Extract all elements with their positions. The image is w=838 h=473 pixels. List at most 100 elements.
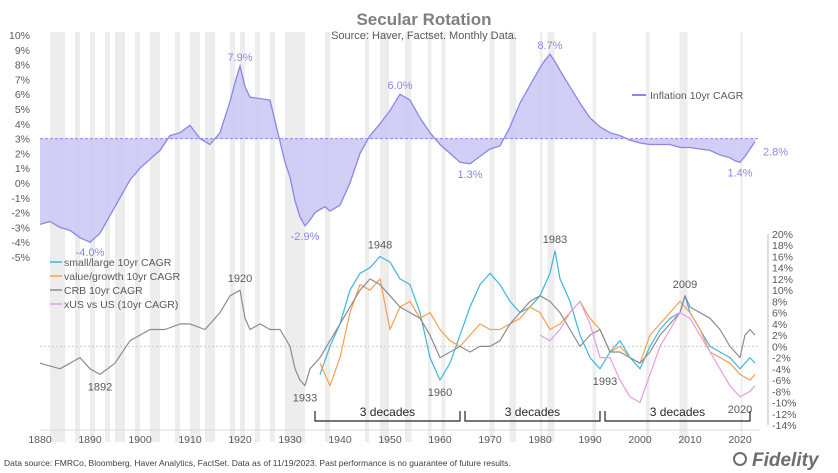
top-y-tick-label: 0% — [15, 178, 30, 190]
recession-band — [190, 32, 200, 442]
recession-band — [230, 32, 235, 442]
recession-band — [255, 32, 260, 442]
inflation-annotation: -2.9% — [291, 231, 320, 243]
series-line-crb-10yr-cagr — [39, 278, 756, 387]
top-y-tick-label: 4% — [15, 119, 30, 131]
fidelity-icon — [733, 452, 747, 466]
recession-band — [646, 32, 650, 442]
legend-label-value-growth: value/growth 10yr CAGR — [64, 271, 181, 283]
recession-band — [547, 32, 555, 442]
year-annotation: 2009 — [673, 279, 697, 291]
recession-band — [270, 32, 275, 442]
bottom-y-tick-label: -6% — [772, 375, 791, 387]
bottom-y-tick-label: -2% — [772, 353, 791, 365]
x-tick-label: 1950 — [378, 434, 402, 446]
x-tick-label: 1900 — [128, 434, 152, 446]
recession-band — [540, 32, 543, 442]
inflation-panel: 7.9% -4.0% -2.9% 6.0% 1.3% 8.7% 1.4% 2.8% — [39, 40, 788, 259]
chart-subtitle: Source: Haver, Factset. Monthly Data. — [331, 30, 517, 42]
inflation-legend: Inflation 10yr CAGR — [632, 90, 744, 102]
recession-band — [405, 32, 412, 442]
x-tick-label: 1890 — [78, 434, 102, 446]
bottom-y-tick-label: -4% — [772, 364, 791, 376]
inflation-annotation: 6.0% — [387, 80, 412, 92]
decade-bracket — [464, 411, 601, 422]
x-tick-label: 1970 — [478, 434, 502, 446]
series-line-small-large-10yr-cagr — [319, 250, 756, 381]
year-annotation: 1948 — [368, 239, 392, 251]
brand-wordmark: Fidelity — [752, 450, 820, 471]
recession-band — [105, 32, 110, 442]
inflation-annotation: -4.0% — [76, 247, 105, 259]
year-annotation: 1993 — [593, 376, 617, 388]
bottom-y-tick-label: 10% — [772, 285, 793, 297]
inflation-line — [39, 53, 756, 243]
x-tick-label: 2020 — [728, 434, 752, 446]
year-annotation: 1933 — [293, 393, 317, 405]
top-y-tick-label: 5% — [15, 104, 30, 116]
top-y-tick-label: 7% — [15, 74, 30, 86]
decade-bracket — [314, 411, 461, 422]
top-y-tick-label: -3% — [11, 222, 30, 234]
bottom-y-axis: 20%18%16%14%12%10%8%6%4%2%0%-2%-4%-6%-8%… — [40, 229, 797, 432]
top-y-tick-label: 6% — [15, 89, 30, 101]
top-y-tick-label: -1% — [11, 193, 30, 205]
decade-bracket — [604, 411, 751, 422]
year-annotation: 1892 — [88, 381, 112, 393]
top-y-tick-label: 10% — [9, 30, 30, 42]
recession-band — [740, 32, 743, 442]
bottom-y-tick-label: 4% — [772, 319, 787, 331]
recession-band — [75, 32, 80, 442]
recession-band — [50, 32, 65, 442]
bottom-y-tick-label: -8% — [772, 386, 791, 398]
inflation-annotation: 1.4% — [727, 167, 752, 179]
recession-band — [428, 32, 432, 442]
top-y-tick-label: 2% — [15, 148, 30, 160]
recession-band — [325, 32, 330, 442]
x-tick-label: 1880 — [28, 434, 52, 446]
year-annotation: 1920 — [228, 273, 252, 285]
recession-band — [441, 32, 446, 442]
bottom-y-tick-label: -10% — [772, 398, 797, 410]
legend-label-small-large: small/large 10yr CAGR — [64, 257, 172, 269]
inflation-annotation: 8.7% — [537, 40, 562, 52]
footer-note: Data source: FMRCo, Bloomberg, Haver Ana… — [4, 458, 511, 468]
x-axis: 1880 1890 1900 1910 1920 1930 1940 1950 1960 1970… — [28, 429, 760, 446]
top-y-tick-label: -2% — [11, 208, 30, 220]
series-line-xus-vs-us-10yr-cagr — [539, 300, 756, 404]
recession-band — [380, 32, 389, 442]
inflation-annotation: 1.3% — [457, 169, 482, 181]
bottom-y-tick-label: 12% — [772, 274, 793, 286]
x-tick-label: 1910 — [178, 434, 202, 446]
rotation-panel: 1892 1920 1933 1948 1960 1983 1993 2009 2020 — [39, 234, 756, 416]
bottom-y-tick-label: 18% — [772, 240, 793, 252]
recession-band — [679, 32, 688, 442]
decade-label: 3 decades — [650, 405, 705, 419]
bottom-y-tick-label: 14% — [772, 263, 793, 275]
x-tick-label: 1960 — [428, 434, 452, 446]
bottom-y-tick-label: 16% — [772, 251, 793, 263]
x-tick-label: 1940 — [328, 434, 352, 446]
inflation-annotation: 7.9% — [227, 52, 252, 64]
legend-label-inflation: Inflation 10yr CAGR — [650, 90, 744, 102]
bottom-y-tick-label: 2% — [772, 330, 787, 342]
bottom-y-tick-label: 8% — [772, 296, 787, 308]
x-tick-label: 1920 — [228, 434, 252, 446]
decade-label: 3 decades — [360, 405, 415, 419]
recession-band — [365, 32, 369, 442]
top-y-axis: 10% 9% 8% 7% 6% 5% 4% 3% 2% 1% 0% -1% -2% -3% -4% -5% — [9, 30, 30, 264]
top-y-tick-label: -5% — [11, 252, 30, 264]
recession-band — [135, 32, 140, 442]
x-tick-label: 2000 — [628, 434, 652, 446]
decade-brackets: 3 decades 3 decades 3 decades — [314, 405, 751, 422]
recession-band — [509, 32, 516, 442]
inflation-annotation: 2.8% — [763, 147, 788, 159]
recession-band — [175, 32, 180, 442]
recession-band — [115, 32, 125, 442]
legend-label-xus-us: xUS vs US (10yr CAGR) — [64, 299, 178, 311]
legend-label-crb: CRB 10yr CAGR — [64, 285, 143, 297]
top-y-tick-label: 3% — [15, 134, 30, 146]
chart-title: Secular Rotation — [356, 10, 491, 29]
top-y-tick-label: 9% — [15, 45, 30, 57]
